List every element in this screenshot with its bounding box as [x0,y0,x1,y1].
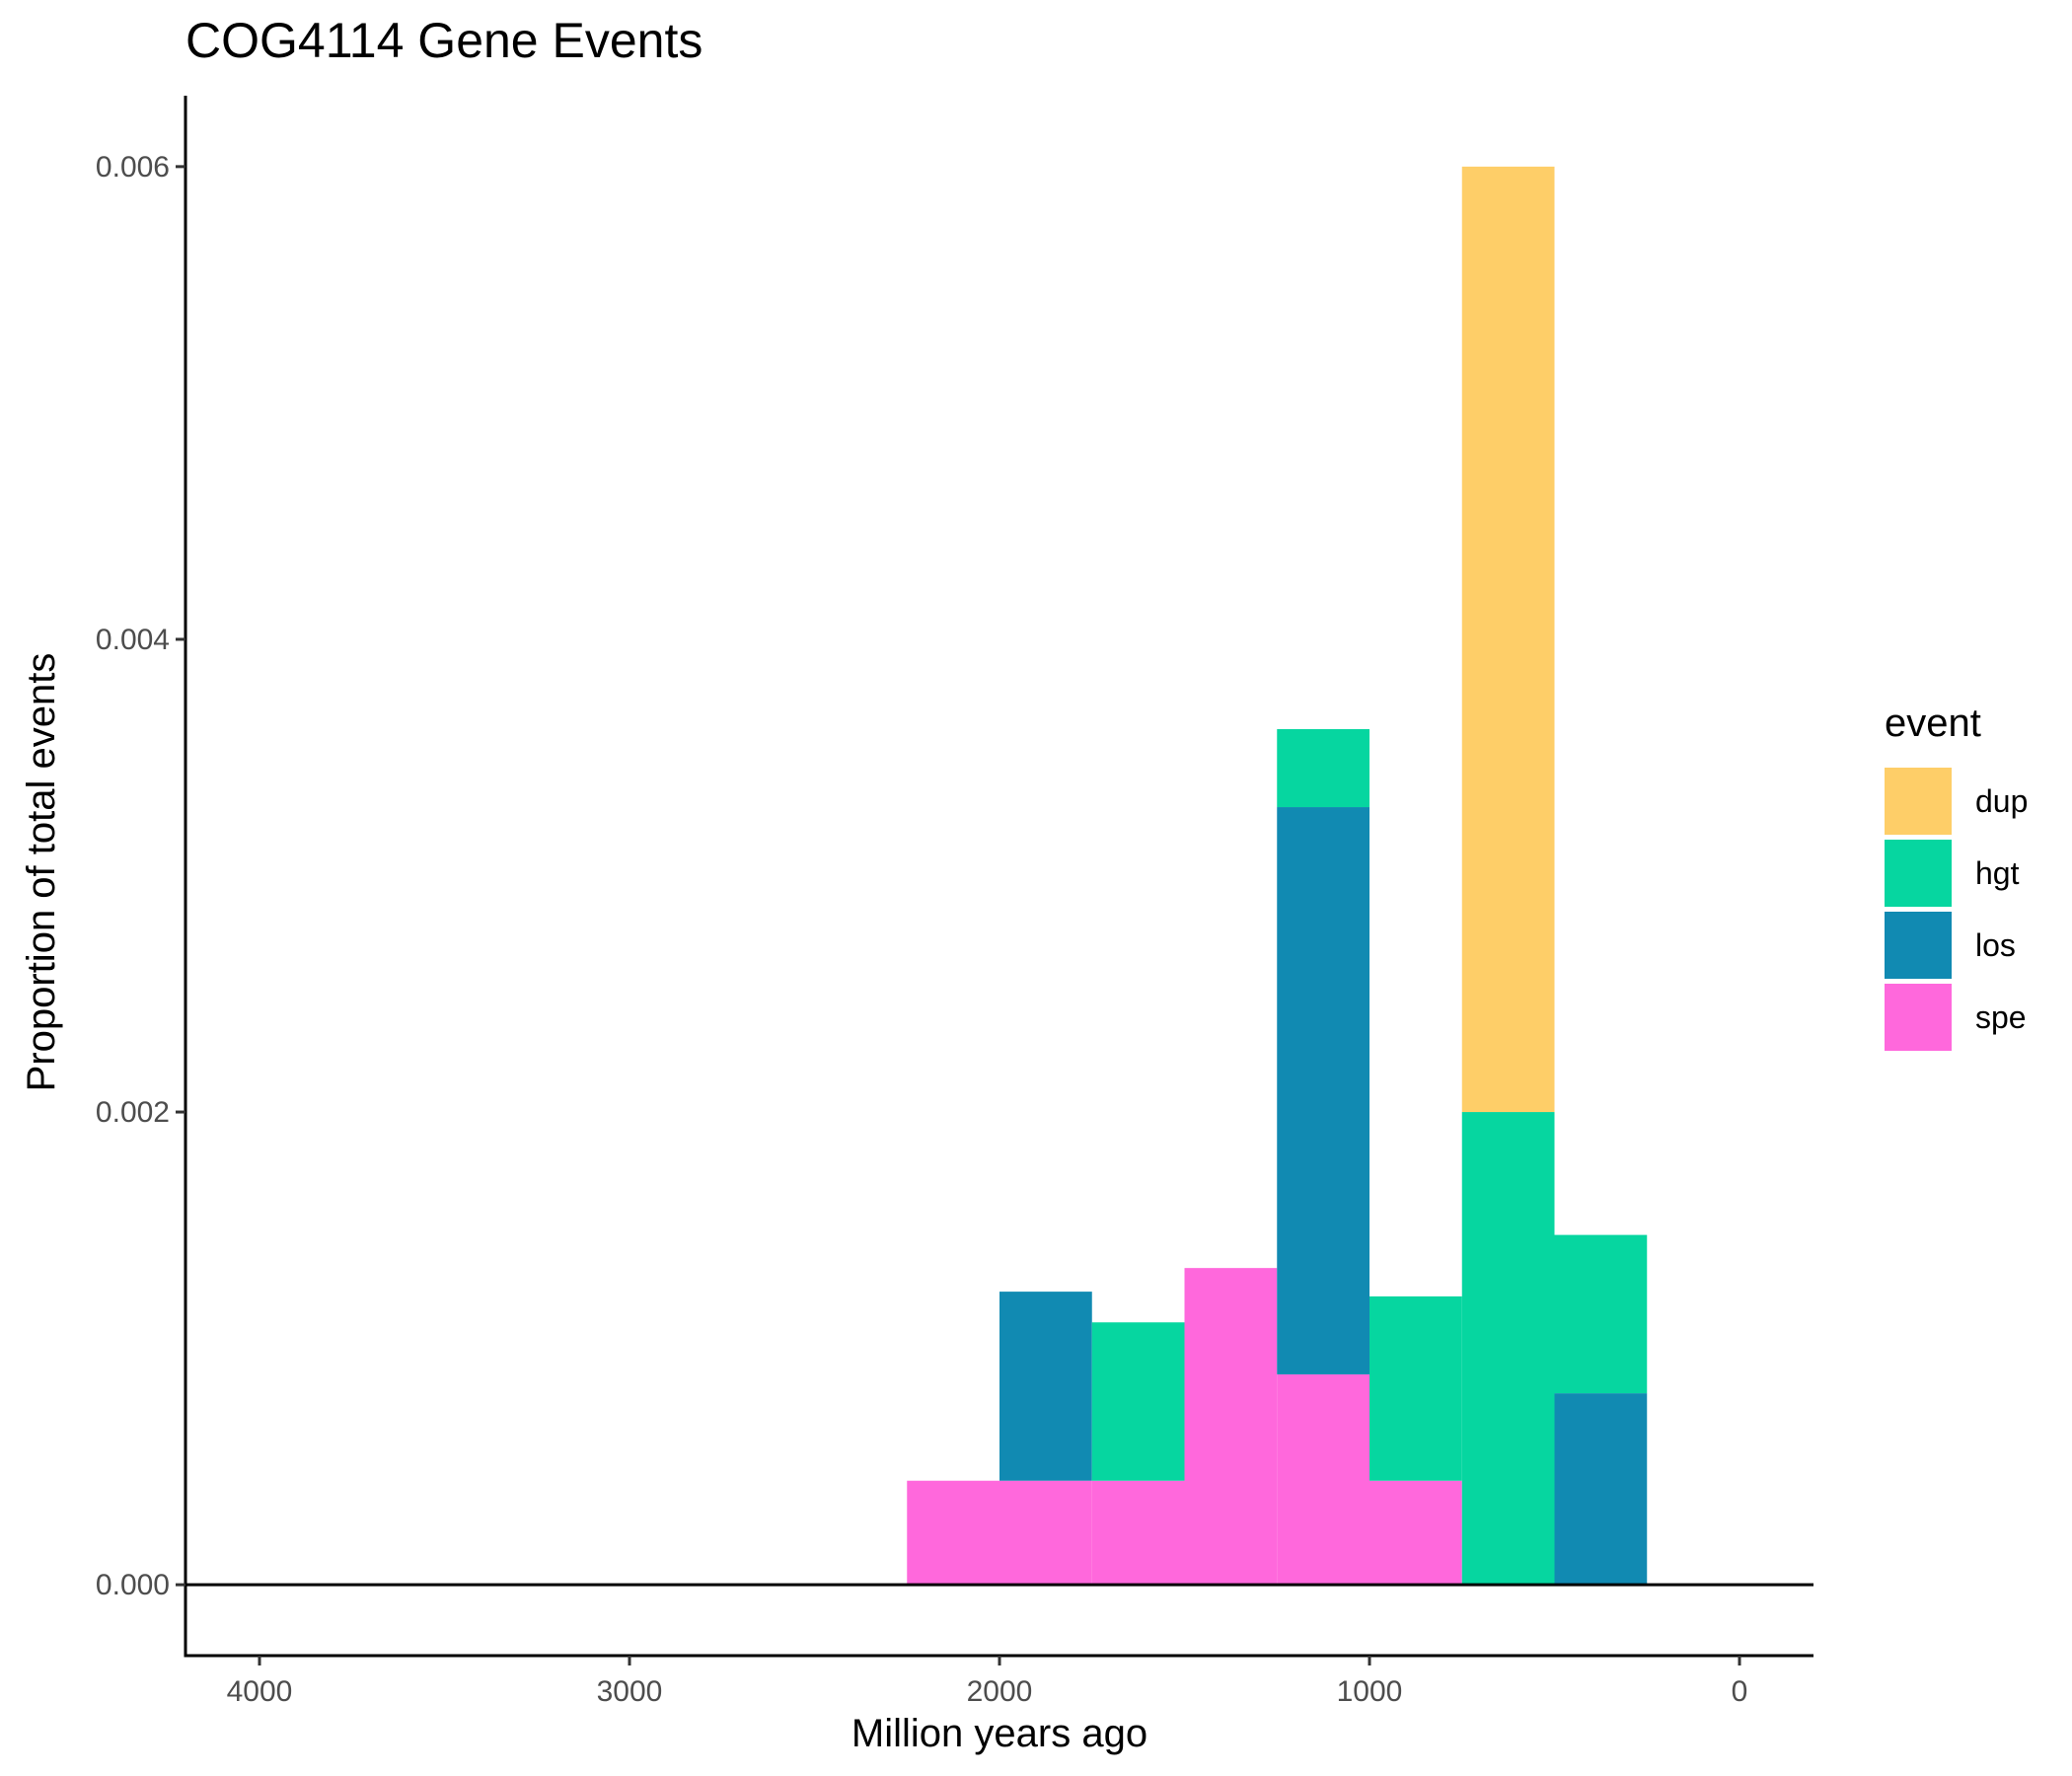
x-tick-label: 2000 [967,1675,1033,1708]
legend-key-los [1885,912,1952,979]
bar-dup-625 [1461,166,1555,1113]
legend-title: event [1885,702,1981,745]
bar-spe-1375 [1184,1268,1278,1586]
bars-layer [907,166,1648,1586]
bar-hgt-1625 [1091,1322,1185,1481]
ticks-layer: 0.000 0.002 0.004 0.006 4000 3000 2000 1000 0 [96,151,1747,1708]
bar-los-375 [1554,1393,1648,1586]
legend-label-los: los [1975,927,2016,963]
legend-label-dup: dup [1975,783,2028,819]
chart-title: COG4114 Gene Events [185,13,703,68]
legend-key-dup [1885,768,1952,835]
bar-spe-2125 [907,1480,999,1586]
x-tick-label: 1000 [1337,1675,1403,1708]
bar-hgt-875 [1369,1295,1462,1481]
legend-label-hgt: hgt [1975,855,2020,891]
legend-key-hgt [1885,840,1952,907]
x-axis-title: Million years ago [851,1712,1147,1755]
bar-spe-1625 [1091,1480,1185,1586]
bar-hgt-375 [1554,1234,1648,1394]
legend-key-spe [1885,984,1952,1051]
legend-label-spe: spe [1975,999,2027,1035]
bar-los-1125 [1277,807,1369,1374]
x-tick-label: 0 [1732,1675,1748,1708]
bar-spe-1125 [1277,1373,1369,1586]
bar-hgt-625 [1461,1112,1555,1586]
y-tick-label: 0.002 [96,1096,170,1129]
y-tick-label: 0.004 [96,624,170,656]
bar-spe-875 [1369,1480,1462,1586]
bar-hgt-1125 [1277,728,1369,808]
bar-los-1875 [999,1292,1092,1481]
y-tick-label: 0.006 [96,151,170,184]
x-tick-label: 3000 [597,1675,663,1708]
y-axis-title: Proportion of total events [20,653,63,1092]
y-tick-label: 0.000 [96,1569,170,1601]
bar-spe-1875 [999,1480,1092,1586]
legend: event dup hgt los spe [1885,702,2028,1051]
x-tick-label: 4000 [227,1675,293,1708]
